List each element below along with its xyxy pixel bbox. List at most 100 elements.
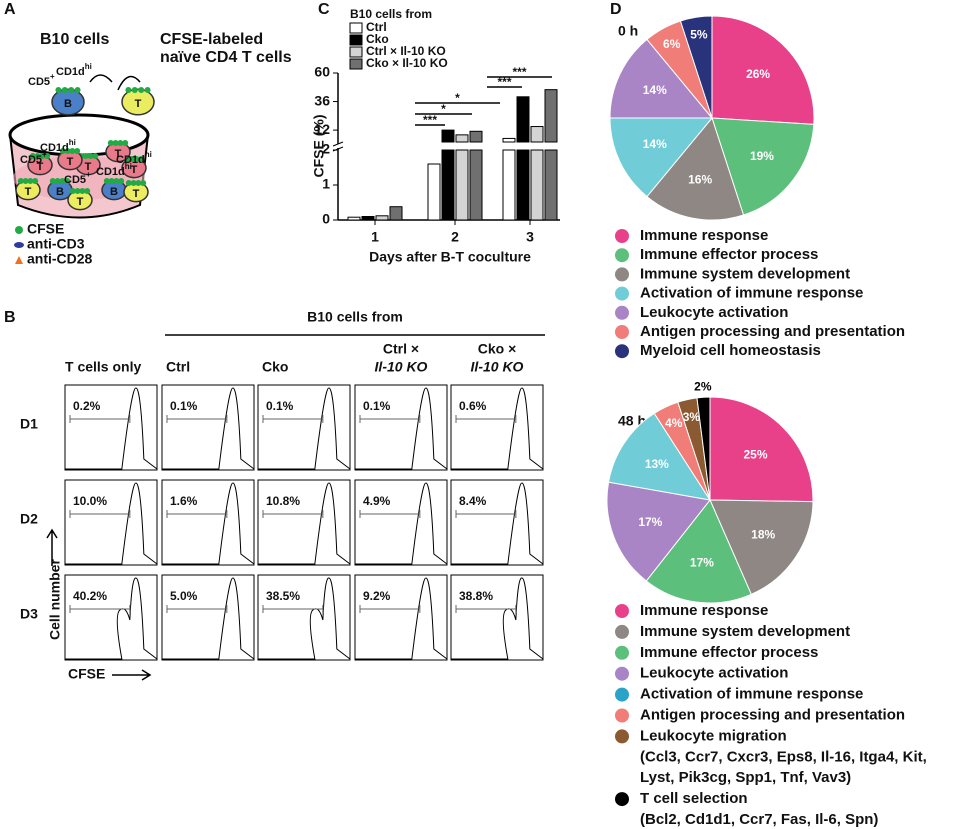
pie-slice	[645, 499, 752, 604]
pie-slice	[607, 412, 712, 501]
cfse-dot	[138, 156, 145, 162]
label-base: CD1d	[96, 166, 125, 178]
legend-marker	[615, 267, 629, 282]
label: B10 cells	[40, 31, 109, 48]
cfse-dot	[107, 140, 114, 146]
sig-label: *	[455, 91, 460, 105]
cfse-dot	[87, 153, 94, 159]
cell-letter: T	[133, 188, 140, 200]
histogram-curve	[451, 482, 544, 565]
legend-marker	[615, 604, 629, 618]
legend-label: anti-CD28	[27, 251, 93, 267]
histogram-curve	[162, 387, 255, 470]
cfse-dot	[17, 178, 24, 184]
histogram-box	[354, 574, 448, 661]
bar-lower	[455, 149, 469, 221]
histogram-box	[450, 384, 544, 471]
legend-label: Activation of immune response	[640, 285, 863, 302]
label: B10 cells from	[350, 7, 432, 21]
histogram-box	[257, 479, 351, 566]
bar-upper	[441, 129, 455, 143]
marker-label: CD5+	[64, 170, 91, 186]
marker-label: CD1dhi	[40, 138, 76, 154]
legend-marker	[615, 248, 629, 263]
bar-upper	[502, 137, 516, 143]
cfse-dot	[64, 148, 71, 154]
legend-label: Antigen processing and presentation	[640, 706, 905, 723]
cell-letter: B	[56, 186, 64, 198]
cfse-dot	[144, 87, 151, 93]
legend-label: Leukocyte activation	[640, 304, 788, 321]
label-base: CD5	[64, 174, 86, 186]
label-sup: hi	[145, 150, 152, 159]
label: C	[318, 1, 330, 18]
legend-marker	[15, 256, 23, 264]
gate	[359, 605, 421, 613]
legend-marker	[615, 687, 629, 702]
bar-lower	[544, 149, 558, 221]
gate	[455, 605, 517, 613]
label: B	[4, 309, 16, 326]
cfse-dot	[34, 153, 41, 159]
gate-percent: 5.0%	[170, 589, 198, 603]
cfse-dot	[64, 178, 71, 184]
histogram-box	[257, 384, 351, 471]
gate-percent: 10.8%	[266, 494, 300, 508]
slice-label: 16%	[688, 172, 712, 186]
histogram-box	[161, 574, 255, 661]
legend-marker	[615, 645, 629, 660]
cfse-dot	[22, 178, 29, 184]
pie-slice	[646, 116, 745, 221]
slice-label: 25%	[743, 447, 767, 461]
cell-letter: T	[135, 98, 142, 110]
gate-percent: 38.5%	[266, 589, 300, 603]
cfse-dot	[74, 87, 81, 93]
gate-percent: 10.0%	[73, 494, 107, 508]
cell	[51, 88, 85, 116]
legend-label: Immune effector process	[640, 246, 818, 263]
histogram-curve	[355, 387, 448, 470]
label-sup: +	[42, 150, 47, 159]
cfse-dot	[103, 178, 110, 184]
slice-label: 5%	[690, 28, 708, 42]
cfse-dot	[130, 180, 137, 186]
cell-letter: T	[131, 164, 138, 176]
gate-percent: 0.2%	[73, 399, 101, 413]
cfse-dot	[118, 178, 125, 184]
cfse-dot	[82, 153, 89, 159]
column-header: Cko	[262, 359, 288, 375]
marker-label: CD1dhi	[116, 150, 152, 166]
column-header: Il-10 KO	[471, 359, 524, 375]
histogram-curve	[65, 387, 158, 470]
gate	[455, 415, 517, 423]
histogram-curve	[355, 577, 448, 660]
gate-percent: 0.6%	[459, 399, 487, 413]
label-sup: hi	[125, 162, 132, 171]
legend-label: Immune response	[640, 602, 768, 619]
cfse-dot	[54, 178, 61, 184]
x-arrow	[112, 669, 152, 681]
cfse-dot	[59, 148, 66, 154]
cfse-dot	[108, 178, 115, 184]
gene-list: (Ccl3, Ccr7, Cxcr3, Eps8, Il-16, Itga4, …	[640, 748, 927, 765]
cfse-dot	[29, 153, 36, 159]
x-axis-label: CFSE	[68, 666, 105, 682]
cfse-dot	[61, 87, 68, 93]
cfse-dot	[69, 188, 76, 194]
gate-percent: 40.2%	[73, 589, 107, 603]
column-header: T cells only	[65, 359, 141, 375]
slice-label: 3%	[683, 410, 701, 424]
bar-upper	[455, 134, 469, 143]
slice-label: 18%	[751, 528, 775, 542]
legend-swatch	[349, 22, 363, 34]
bar	[389, 206, 403, 221]
x-tick-label: 3	[526, 229, 534, 245]
histogram-curve	[258, 387, 351, 470]
cfse-dot	[125, 87, 132, 93]
legend-label: anti-CD3	[27, 236, 85, 252]
histogram-box	[161, 479, 255, 566]
sig-label: ***	[423, 113, 437, 127]
slice-label: 26%	[746, 67, 770, 81]
y-tick-label: 36	[314, 92, 330, 108]
